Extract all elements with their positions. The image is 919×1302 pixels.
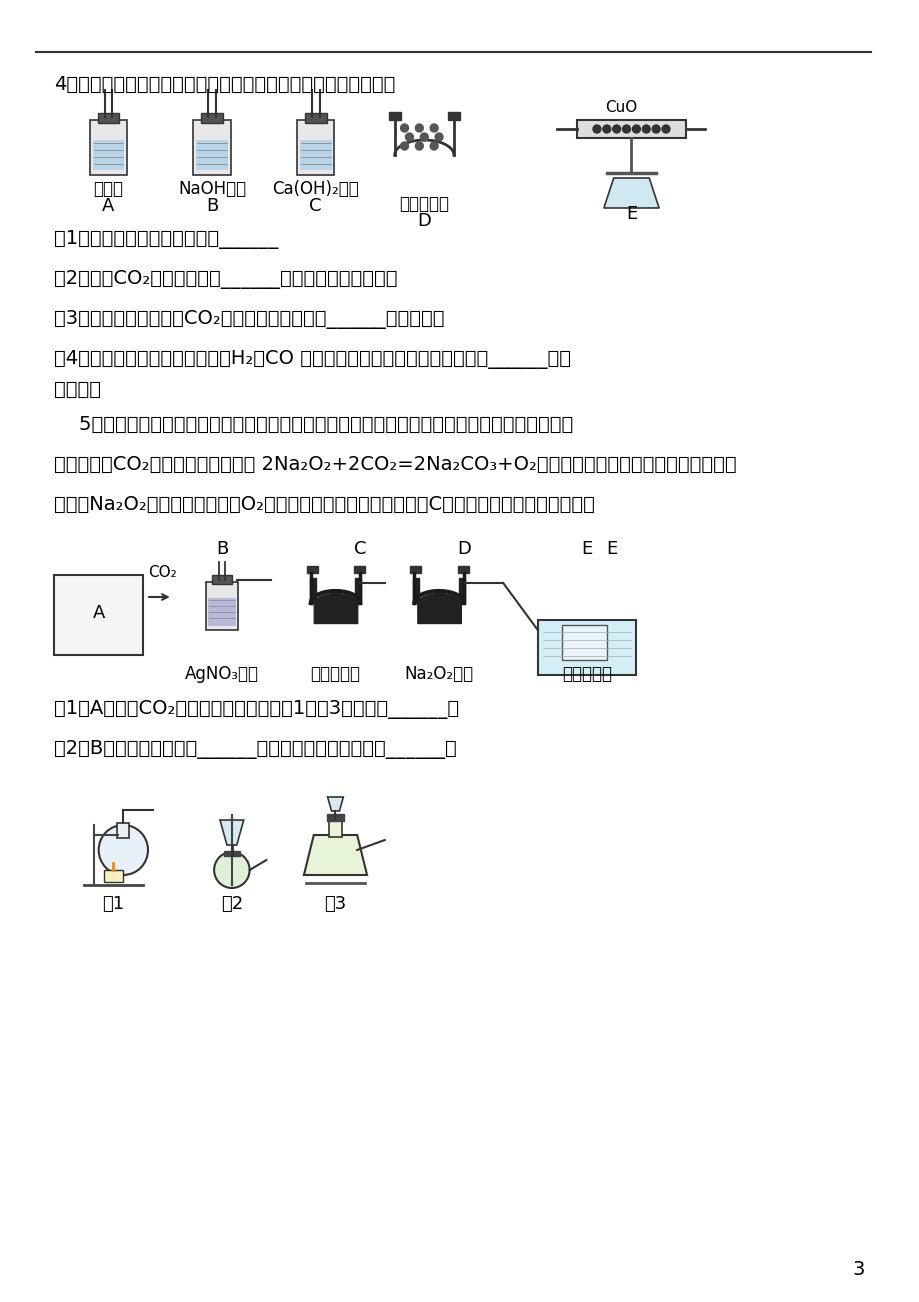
Circle shape xyxy=(622,125,630,133)
Bar xyxy=(201,113,222,122)
Bar xyxy=(354,566,365,573)
Bar xyxy=(300,141,331,171)
Circle shape xyxy=(415,142,423,150)
Bar xyxy=(326,814,344,822)
Circle shape xyxy=(631,125,640,133)
Circle shape xyxy=(415,124,423,132)
Bar xyxy=(459,578,464,603)
Text: CuO: CuO xyxy=(605,100,637,115)
Text: Ca(OH)₂溶液: Ca(OH)₂溶液 xyxy=(272,180,358,198)
Circle shape xyxy=(662,125,669,133)
Bar xyxy=(90,120,127,174)
Text: 呼吸，它与CO₂反应的化学方程式为 2Na₂O₂+2CO₂=2Na₂CO₃+O₂．某学生为验证这一结论，以大理石、: 呼吸，它与CO₂反应的化学方程式为 2Na₂O₂+2CO₂=2Na₂CO₃+O₂… xyxy=(54,454,736,474)
Circle shape xyxy=(593,125,600,133)
Bar xyxy=(448,112,460,120)
Circle shape xyxy=(641,125,650,133)
Text: Na₂O₂样品: Na₂O₂样品 xyxy=(404,665,473,684)
Bar xyxy=(93,141,124,171)
Bar xyxy=(54,575,143,655)
Bar xyxy=(208,598,235,626)
Bar xyxy=(355,578,361,603)
Bar xyxy=(206,582,237,630)
Circle shape xyxy=(602,125,610,133)
Text: AgNO₃溶液: AgNO₃溶液 xyxy=(185,665,259,684)
Text: 饱和石灰水: 饱和石灰水 xyxy=(562,665,611,684)
Text: 无水硫酸铜: 无水硫酸铜 xyxy=(399,195,448,214)
Text: 3: 3 xyxy=(851,1260,864,1279)
Text: 编号）。: 编号）。 xyxy=(54,380,101,398)
Bar xyxy=(193,120,231,174)
Bar xyxy=(310,578,315,603)
Bar xyxy=(576,120,685,138)
Bar xyxy=(458,566,468,573)
Text: （2）B实验装置的作用是______，写出反应的化学方程式______，: （2）B实验装置的作用是______，写出反应的化学方程式______， xyxy=(54,740,457,759)
Bar xyxy=(307,566,317,573)
Circle shape xyxy=(400,142,408,150)
Text: 5、过氧化钠是一种淡黄色固体，能与二氧化碳反应生成氧气，可用于潜水艇中作制氧剂，供人: 5、过氧化钠是一种淡黄色固体，能与二氧化碳反应生成氧气，可用于潜水艇中作制氧剂，… xyxy=(54,415,573,434)
Text: （1）检验水蒸气存在的现象是______: （1）检验水蒸气存在的现象是______ xyxy=(54,230,278,249)
Text: E: E xyxy=(625,204,637,223)
Circle shape xyxy=(430,142,437,150)
Bar xyxy=(562,625,607,660)
Text: 4、下图为常见实验装置，请根据要求填空．（装置可重复使用）: 4、下图为常见实验装置，请根据要求填空．（装置可重复使用） xyxy=(54,76,395,94)
Bar xyxy=(118,823,129,838)
Bar xyxy=(97,113,119,122)
Bar xyxy=(410,566,421,573)
Text: （3）如果要吸收大量的CO₂气体，选择的装置是______（填编号）: （3）如果要吸收大量的CO₂气体，选择的装置是______（填编号） xyxy=(54,310,444,329)
Text: B: B xyxy=(216,540,228,559)
Polygon shape xyxy=(603,178,658,208)
Circle shape xyxy=(435,133,443,141)
Text: （4）如果要验证混合气体中含有H₂、CO 和水蒸气，则仪器连接的先后顺序为______（填: （4）如果要验证混合气体中含有H₂、CO 和水蒸气，则仪器连接的先后顺序为___… xyxy=(54,350,571,368)
Circle shape xyxy=(612,125,620,133)
Text: CO₂: CO₂ xyxy=(148,565,177,579)
Bar xyxy=(196,141,228,171)
Polygon shape xyxy=(303,835,367,875)
Bar xyxy=(389,112,400,120)
Text: C: C xyxy=(354,540,366,559)
Bar xyxy=(413,578,419,603)
Circle shape xyxy=(430,124,437,132)
Bar xyxy=(104,870,123,881)
Text: C: C xyxy=(309,197,322,215)
Bar xyxy=(212,575,232,585)
Circle shape xyxy=(652,125,659,133)
Polygon shape xyxy=(220,820,244,845)
Text: 浓硫酸: 浓硫酸 xyxy=(94,180,123,198)
Text: A: A xyxy=(93,604,105,622)
Text: E: E xyxy=(581,540,592,559)
Text: （2）证明CO₂存在的原理是______（用化学方程式表示）: （2）证明CO₂存在的原理是______（用化学方程式表示） xyxy=(54,270,397,289)
Text: A: A xyxy=(102,197,115,215)
Text: 图1: 图1 xyxy=(102,894,124,913)
Bar xyxy=(304,113,326,122)
Circle shape xyxy=(405,133,413,141)
Bar xyxy=(538,620,636,674)
Text: NaOH溶液: NaOH溶液 xyxy=(178,180,246,198)
Bar xyxy=(297,120,335,174)
Bar xyxy=(328,819,342,837)
Text: B: B xyxy=(206,197,218,215)
Circle shape xyxy=(98,825,148,875)
Text: 图2: 图2 xyxy=(221,894,243,913)
Circle shape xyxy=(214,852,249,888)
Text: （1）A中制取CO₂的装置，应从下面的图1～图3中选用图______，: （1）A中制取CO₂的装置，应从下面的图1～图3中选用图______， xyxy=(54,700,459,719)
Text: D: D xyxy=(417,212,431,230)
Text: 无水硫酸铜: 无水硫酸铜 xyxy=(310,665,360,684)
Text: E: E xyxy=(606,540,617,559)
Polygon shape xyxy=(327,797,343,811)
Text: 盐酸和Na₂O₂样品为原料来制取O₂，设计出如图所示的实验装置（C中无水硫酸铜起干燥作用）：: 盐酸和Na₂O₂样品为原料来制取O₂，设计出如图所示的实验装置（C中无水硫酸铜起… xyxy=(54,495,595,514)
Text: D: D xyxy=(457,540,471,559)
Circle shape xyxy=(400,124,408,132)
Text: 图3: 图3 xyxy=(324,894,346,913)
Bar xyxy=(223,852,240,855)
Circle shape xyxy=(420,133,427,141)
